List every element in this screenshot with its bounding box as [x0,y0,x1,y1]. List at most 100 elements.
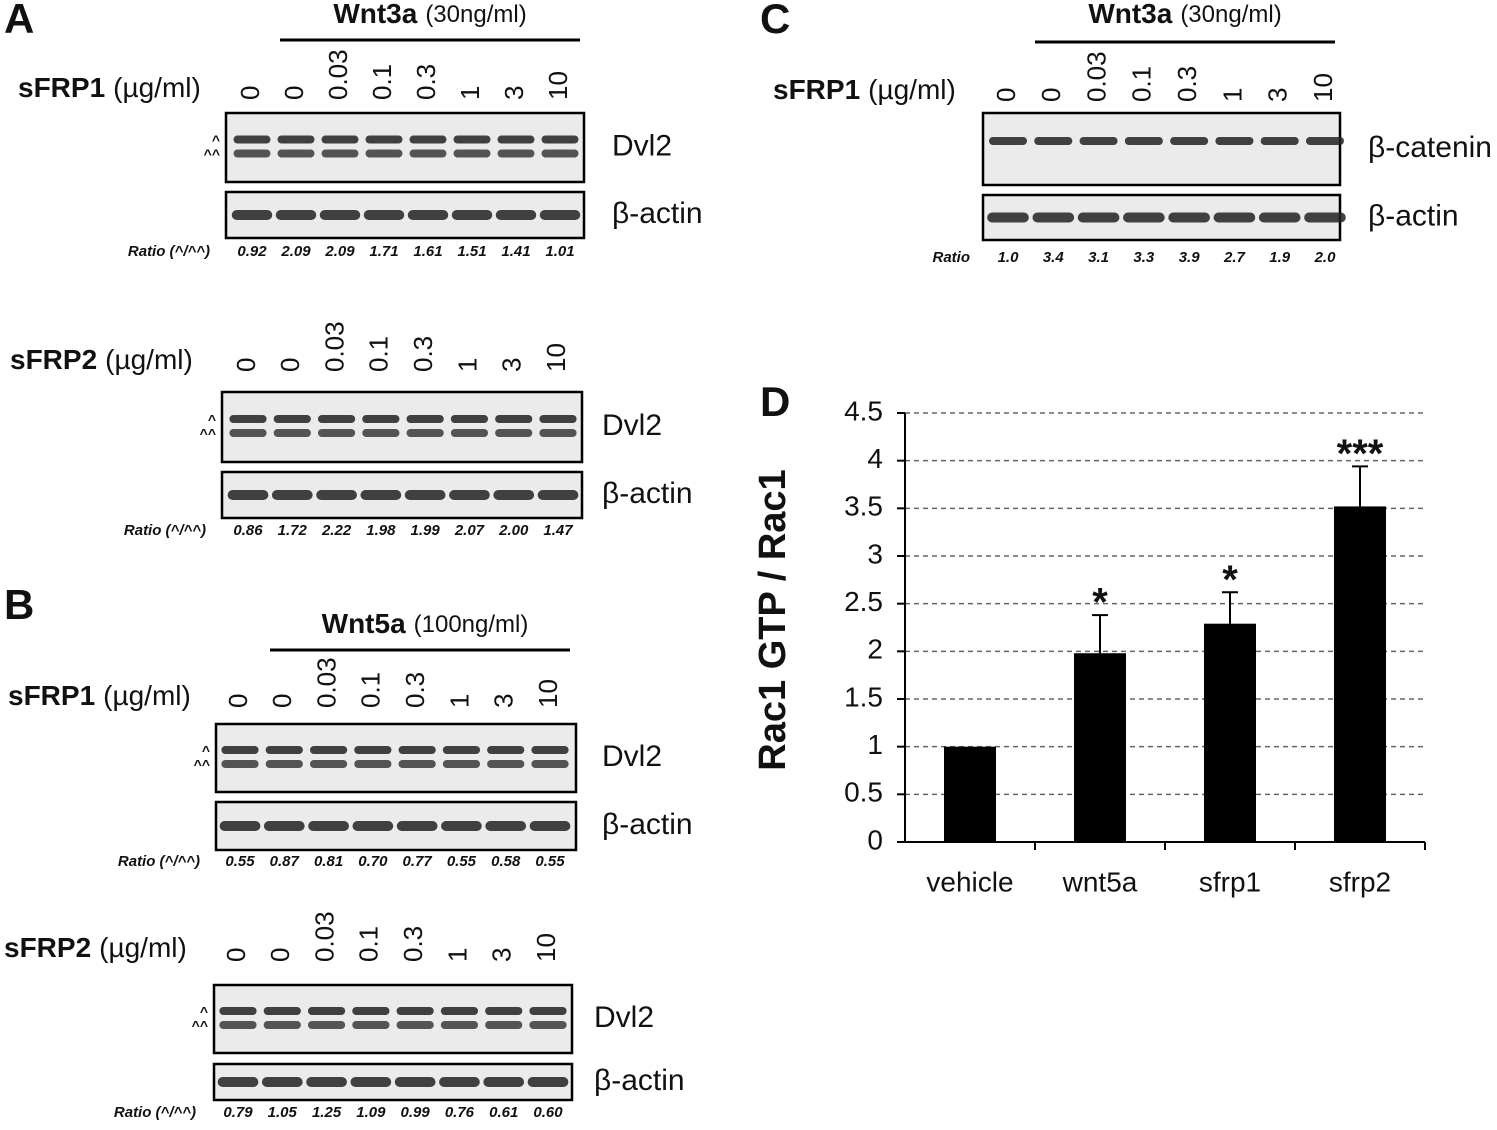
band [541,149,579,158]
lane-label: 0 [221,948,251,962]
lane-label: 10 [533,679,563,708]
ratio: 2.7 [1223,249,1246,266]
lane-label: 3 [497,358,527,372]
ratio: 1.47 [543,522,573,539]
ratio: 3.1 [1088,249,1109,266]
treatment: Wnt3a [333,0,417,29]
lane-label: 0.03 [1081,51,1111,102]
ratio: 0.87 [270,853,300,870]
x-tick-label: sfrp2 [1329,866,1391,897]
band [360,490,402,500]
lane-label: 0.1 [364,336,394,372]
band [396,1021,434,1029]
significance: *** [1337,432,1384,476]
lane-label: 0.03 [319,321,349,372]
band [453,149,491,158]
band [316,490,357,500]
band [442,746,481,754]
y-tick-label: 4 [867,443,883,474]
band [265,746,303,754]
target-label: β-catenin [1368,131,1492,164]
band [529,821,571,831]
unit: (µg/ml) [103,680,191,711]
ratio: 0.77 [403,853,433,870]
band [987,212,1029,223]
band [539,415,577,423]
ratio-label: Ratio [933,249,971,266]
blot-frame [214,722,578,794]
blot-frame [224,111,586,184]
ratio: 0.60 [533,1104,563,1121]
band [439,1077,480,1087]
band [363,210,405,220]
bar [1204,623,1256,842]
band [539,429,577,437]
band [275,210,317,220]
band [265,760,303,768]
ratio-label: Ratio (^/^^) [124,522,206,539]
inhibitor-label: sFRP2 (µg/ml) [4,932,187,963]
lane-label: 0 [279,86,309,100]
band [1079,137,1118,145]
y-tick-label: 3 [867,538,883,569]
band [450,429,489,437]
ratio: 1.61 [413,243,442,260]
band [495,210,537,220]
ratio: 1.72 [278,522,308,539]
band [529,1021,567,1029]
band-mark: ^^ [194,757,210,773]
band-mark: ^^ [200,426,216,442]
ratio: 1.09 [356,1104,386,1121]
band [277,135,315,144]
band [449,490,490,500]
target-label: β-actin [612,197,703,230]
ratio: 2.09 [280,243,311,260]
inhibitor: sFRP2 [4,932,91,963]
band-mark: ^^ [204,146,220,162]
band [531,760,569,768]
ratio: 1.99 [411,522,441,539]
band [273,415,311,423]
band [350,1077,392,1087]
band [321,135,359,144]
ratio: 1.25 [312,1104,342,1121]
band [217,1077,259,1087]
ratio-label: Ratio (^/^^) [114,1104,196,1121]
y-tick-label: 1.5 [844,681,883,712]
lane-label: 3 [499,86,529,100]
band [394,1077,436,1087]
ratio: 1.51 [457,243,486,260]
band [219,1021,257,1029]
band [497,149,535,158]
band [1258,212,1301,223]
band [221,760,259,768]
bar [1074,653,1126,842]
lane-label: 0.1 [1127,66,1157,102]
lane-label: 0.03 [311,657,341,708]
blot-frame [220,390,584,464]
ratio: 1.0 [998,249,1020,266]
ratio: 0.81 [314,853,343,870]
band [219,821,261,831]
lane-label: 0.1 [356,672,386,708]
band-mark: ^ [212,132,220,148]
dose: (30ng/ml) [425,1,526,28]
inhibitor-label: sFRP1 (µg/ml) [8,680,191,711]
ratio: 2.00 [498,522,529,539]
treatment-header: Wnt5a (100ng/ml) [322,608,529,639]
lane-label: 3 [1263,88,1293,102]
band [483,1077,525,1087]
band [527,1077,569,1087]
band [362,415,400,423]
inhibitor-label: sFRP2 (µg/ml) [10,344,193,375]
band [362,429,400,437]
band [233,149,271,158]
band [539,210,581,220]
ratio: 1.71 [369,243,398,260]
significance: * [1092,581,1108,625]
band [354,760,392,768]
treatment: Wnt5a [322,608,406,639]
band [1260,137,1299,145]
band [404,490,446,500]
